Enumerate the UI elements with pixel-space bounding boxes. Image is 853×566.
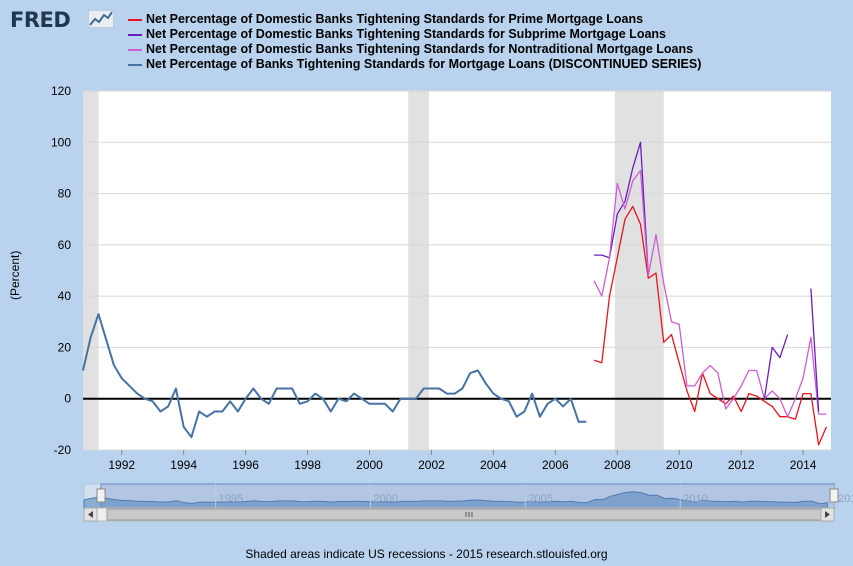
legend-swatch [128,49,142,51]
recession-band [614,91,664,450]
logo-chart-icon [88,10,114,28]
series-line [594,141,649,276]
x-tick-label: 2010 [666,458,693,472]
y-tick-label: 40 [58,289,72,303]
y-tick-label: 20 [58,340,72,354]
x-tick-label: 2000 [356,458,383,472]
legend-swatch [128,19,142,21]
series-line [810,288,820,412]
y-tick-label: 60 [58,238,72,252]
footer-note: Shaded areas indicate US recessions - 20… [245,547,608,561]
navigator-handle-right[interactable] [829,488,839,503]
navigator-year-label: 2005 [528,493,552,505]
navigator-year-label: 2015 [838,493,853,505]
x-tick-label: 1992 [108,458,135,472]
series-line [763,334,789,399]
recession-band [408,91,429,450]
x-tick-label: 2008 [604,458,631,472]
legend-label: Net Percentage of Banks Tightening Stand… [146,57,702,71]
x-tick-label: 1996 [232,458,259,472]
x-tick-label: 2006 [542,458,569,472]
chevron-right-icon [825,511,830,518]
legend-item[interactable]: Net Percentage of Domestic Banks Tighten… [128,12,701,27]
legend-label: Net Percentage of Domestic Banks Tighten… [146,12,644,26]
legend-item[interactable]: Net Percentage of Domestic Banks Tighten… [128,27,701,42]
plot-background [83,91,831,450]
navigator-handle-left[interactable] [96,488,106,503]
x-tick-label: 1998 [294,458,321,472]
recession-band [83,91,99,450]
y-tick-label: 80 [58,187,72,201]
y-tick-label: -20 [54,443,72,457]
legend: Net Percentage of Domestic Banks Tighten… [128,12,701,72]
legend-swatch [128,64,142,66]
series-line [82,313,587,439]
chevron-left-icon [88,511,93,518]
legend-label: Net Percentage of Domestic Banks Tighten… [146,42,694,56]
x-tick-label: 2014 [790,458,817,472]
x-tick-label: 2004 [480,458,507,472]
y-tick-label: 0 [64,392,71,406]
navigator-year-label: 2000 [374,493,398,505]
navigator-year-label: 1995 [219,493,243,505]
navigator-series [83,491,828,509]
legend-item[interactable]: Net Percentage of Banks Tightening Stand… [128,57,701,72]
y-tick-label: 100 [51,135,71,149]
series-line [593,169,827,418]
navigator-year-label: 2010 [683,493,707,505]
y-tick-label: 120 [51,84,71,98]
navigator-selection[interactable] [100,483,836,509]
legend-item[interactable]: Net Percentage of Domestic Banks Tighten… [128,42,701,57]
x-tick-label: 2002 [418,458,445,472]
legend-label: Net Percentage of Domestic Banks Tighten… [146,27,666,41]
x-tick-label: 2012 [728,458,755,472]
x-tick-label: 1994 [170,458,197,472]
fred-logo: FRED [10,8,71,32]
legend-swatch [128,34,142,36]
y-axis-label: (Percent) [8,250,22,300]
